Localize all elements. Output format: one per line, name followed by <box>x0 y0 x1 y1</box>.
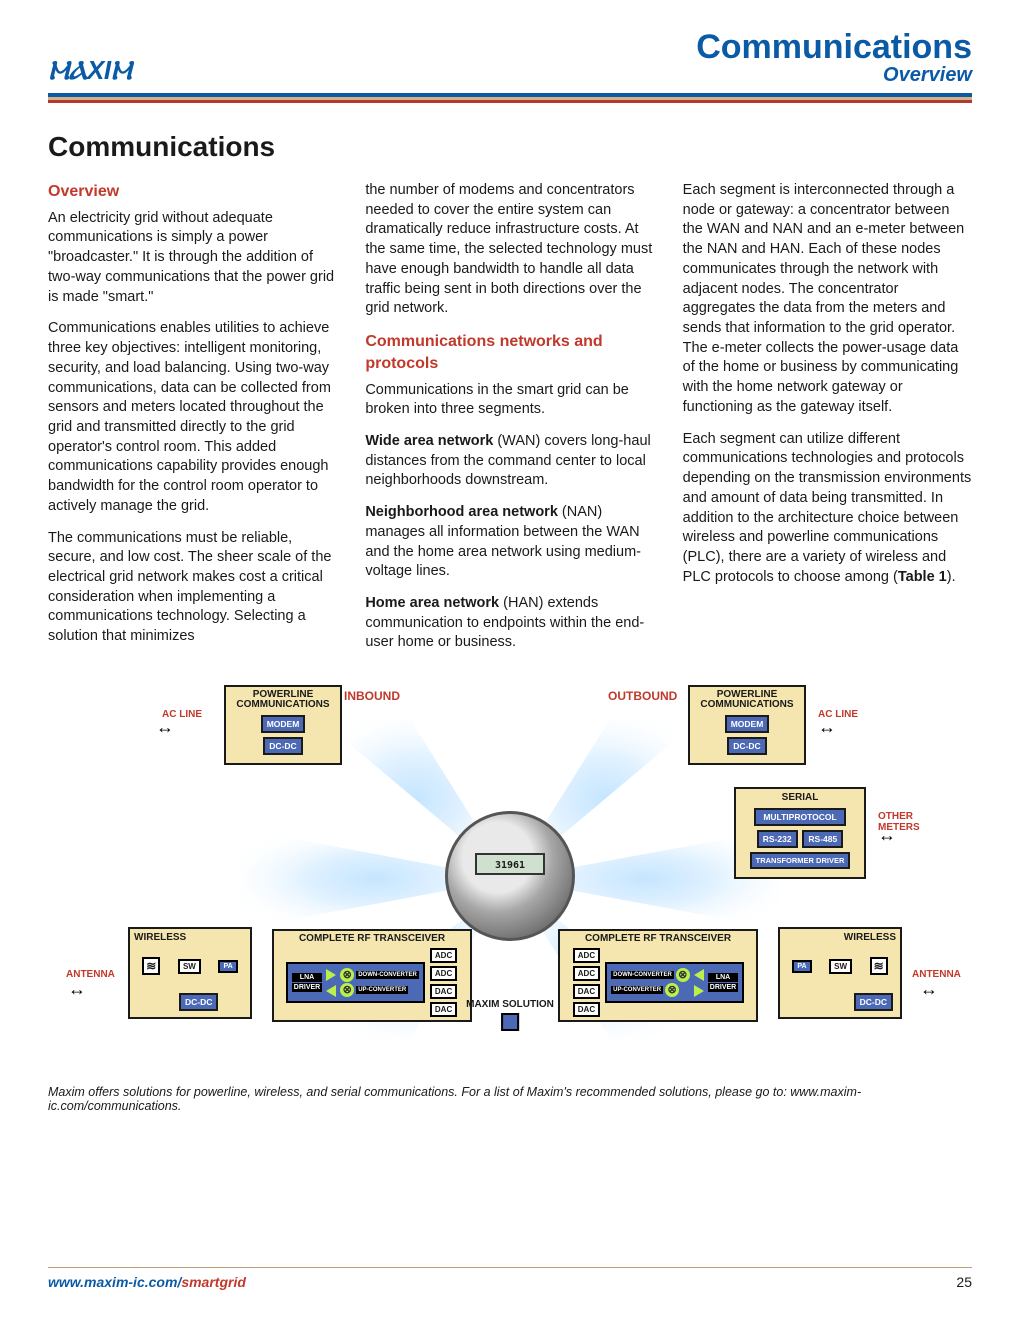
wireless-box-left: WIRELESS ≋ SW PA DC-DC <box>128 927 252 1019</box>
page-number: 25 <box>956 1274 972 1290</box>
para: Communications in the smart grid can be … <box>365 381 654 420</box>
para: Each segment is interconnected through a… <box>683 181 972 418</box>
pa-chip: PA <box>792 960 811 973</box>
antenna-icon: ≋ <box>870 957 888 975</box>
multiprotocol-chip: MULTIPROTOCOL <box>754 808 846 826</box>
networks-heading: Communications networks and protocols <box>365 331 654 375</box>
meter-lcd: 31961 <box>475 853 545 875</box>
figure-caption: Maxim offers solutions for powerline, wi… <box>48 1085 972 1113</box>
pa-chip: PA <box>218 960 237 973</box>
para: Neighborhood area network (NAN) manages … <box>365 503 654 582</box>
smart-meter-icon: 31961 <box>445 811 575 941</box>
dcdc-chip: DC-DC <box>263 737 302 755</box>
footer-url: www.maxim-ic.com/smartgrid <box>48 1274 246 1290</box>
plc-box-left: POWERLINE COMMUNICATIONS MODEM DC-DC <box>224 685 342 765</box>
overview-heading: Overview <box>48 181 337 203</box>
para: The communications must be reliable, sec… <box>48 529 337 647</box>
para: the number of modems and concentrators n… <box>365 181 654 319</box>
page-heading: Communications Overview <box>696 30 972 87</box>
para: Wide area network (WAN) covers long-haul… <box>365 432 654 491</box>
arrow-icon: ↔ <box>878 825 896 846</box>
para: Each segment can utilize different commu… <box>683 430 972 588</box>
dcdc-chip: DC-DC <box>179 993 218 1011</box>
maxim-logo: ⲘⲀXIⲘ <box>48 55 131 87</box>
switch-chip: SW <box>178 959 201 974</box>
dcdc-chip: DC-DC <box>854 993 893 1011</box>
outbound-label: OUTBOUND <box>608 689 677 703</box>
serial-box: SERIAL MULTIPROTOCOL RS-232 RS-485 TRANS… <box>734 787 866 879</box>
inbound-label: INBOUND <box>344 689 400 703</box>
arrow-icon: ↔ <box>68 979 86 1000</box>
arrow-icon: ↔ <box>920 979 938 1000</box>
para: Communications enables utilities to achi… <box>48 319 337 516</box>
communications-diagram: INBOUND OUTBOUND POWERLINE COMMUNICATION… <box>48 679 972 1079</box>
section-subtitle: Overview <box>696 64 972 87</box>
switch-chip: SW <box>829 959 852 974</box>
dcdc-chip: DC-DC <box>727 737 766 755</box>
body-columns: Overview An electricity grid without ade… <box>48 181 972 665</box>
para: An electricity grid without adequate com… <box>48 209 337 308</box>
maxim-solution-key: MAXIM SOLUTION <box>466 999 554 1031</box>
modem-chip: MODEM <box>725 715 770 733</box>
arrow-icon: ↔ <box>818 717 836 738</box>
wireless-box-right: WIRELESS PA SW ≋ DC-DC <box>778 927 902 1019</box>
plc-box-right: POWERLINE COMMUNICATIONS MODEM DC-DC <box>688 685 806 765</box>
section-title: Communications <box>696 30 972 64</box>
para: Home area network (HAN) extends communic… <box>365 594 654 653</box>
antenna-icon: ≋ <box>142 957 160 975</box>
xformer-driver-chip: TRANSFORMER DRIVER <box>750 852 851 869</box>
arrow-icon: ↔ <box>156 717 174 738</box>
page-title: Communications <box>48 131 972 163</box>
page-footer: www.maxim-ic.com/smartgrid 25 <box>48 1267 972 1290</box>
modem-chip: MODEM <box>261 715 306 733</box>
rs485-chip: RS-485 <box>802 830 843 848</box>
rf-transceiver-box-left: COMPLETE RF TRANSCEIVER LNA DRIVER ⊗DOWN… <box>272 929 472 1022</box>
header-rule <box>48 93 972 103</box>
rf-transceiver-box-right: COMPLETE RF TRANSCEIVER ADC ADC DAC DAC … <box>558 929 758 1022</box>
rs232-chip: RS-232 <box>757 830 798 848</box>
